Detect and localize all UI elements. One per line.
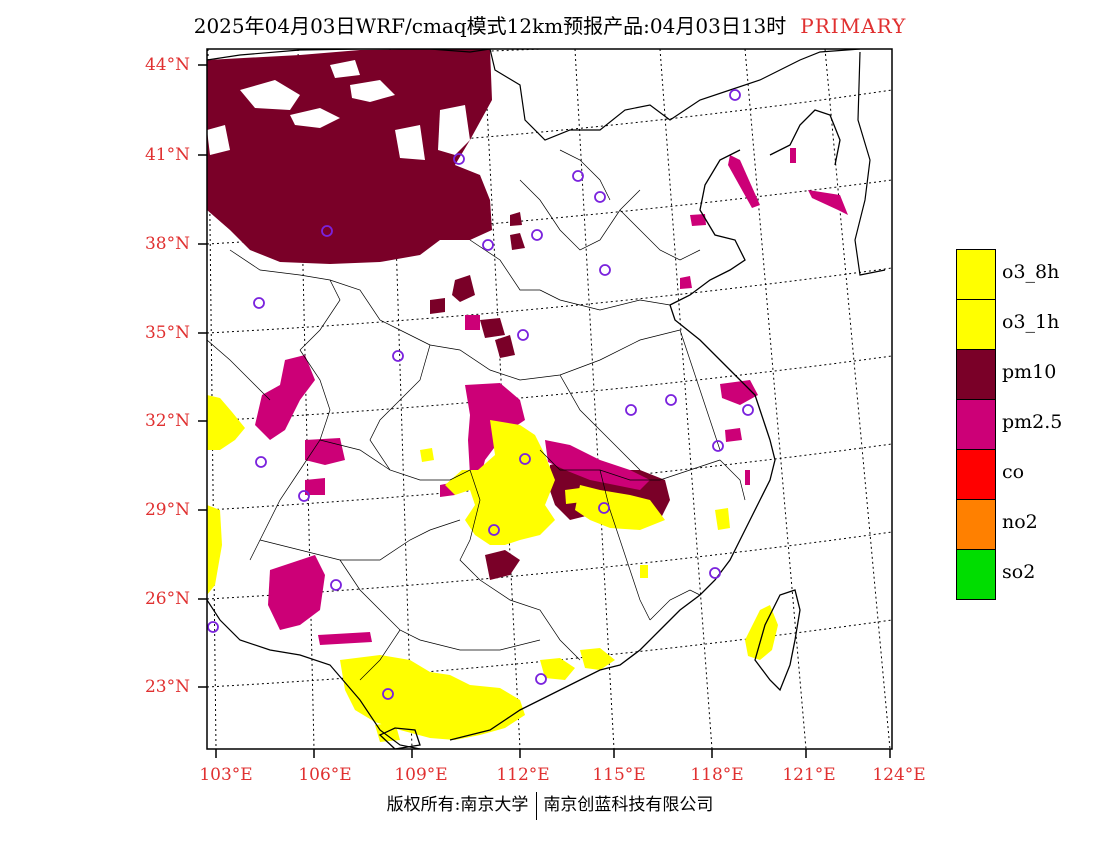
legend-label: no2 <box>1002 511 1038 533</box>
legend-item-pm25: pm2.5 <box>956 399 1096 450</box>
title-primary-tag: PRIMARY <box>800 14 907 38</box>
legend-label: pm2.5 <box>1002 411 1063 433</box>
legend-label: pm10 <box>1002 361 1057 383</box>
legend-label: o3_1h <box>1002 311 1060 333</box>
legend-item-so2: so2 <box>956 549 1096 600</box>
lat-label-32: 32°N <box>144 411 190 431</box>
legend-swatch <box>956 449 996 500</box>
legend: o3_8h o3_1h pm10 pm2.5 co no2 so2 <box>956 249 1096 600</box>
borders <box>207 49 886 749</box>
legend-item-o3-1h: o3_1h <box>956 299 1096 350</box>
pm25-regions <box>255 148 848 645</box>
title-main: 2025年04月03日WRF/cmaq模式12km预报产品:04月03日13时 <box>193 14 787 38</box>
copyright-right: 南京创蓝科技有限公司 <box>543 795 714 815</box>
legend-item-co: co <box>956 449 1096 500</box>
lon-label-121: 121°E <box>782 765 836 785</box>
legend-item-no2: no2 <box>956 499 1096 550</box>
copyright-left: 版权所有:南京大学 <box>386 795 529 815</box>
legend-swatch <box>956 349 996 400</box>
map-frame <box>206 48 893 750</box>
lat-label-41: 41°N <box>144 145 190 165</box>
lon-label-118: 118°E <box>690 765 744 785</box>
legend-label: o3_8h <box>1002 261 1060 283</box>
coastline <box>378 109 841 749</box>
legend-swatch <box>956 499 996 550</box>
legend-label: so2 <box>1002 561 1036 583</box>
legend-item-pm10: pm10 <box>956 349 1096 400</box>
lat-label-44: 44°N <box>144 55 190 75</box>
lat-label-23: 23°N <box>144 677 190 697</box>
lat-label-29: 29°N <box>144 500 190 520</box>
lon-label-115: 115°E <box>592 765 646 785</box>
legend-item-o3-8h: o3_8h <box>956 249 1096 300</box>
province-borders <box>207 149 746 681</box>
o3-regions <box>207 395 778 742</box>
axis-ticks <box>198 64 891 758</box>
lat-label-35: 35°N <box>144 323 190 343</box>
lon-label-109: 109°E <box>394 765 448 785</box>
lon-label-106: 106°E <box>298 765 352 785</box>
latitude-gridlines <box>207 49 892 688</box>
copyright: 版权所有:南京大学 南京创蓝科技有限公司 <box>0 790 1100 820</box>
lat-label-26: 26°N <box>144 589 190 609</box>
legend-swatch <box>956 249 996 300</box>
legend-swatch <box>956 549 996 600</box>
lon-label-103: 103°E <box>199 765 253 785</box>
map-title: 2025年04月03日WRF/cmaq模式12km预报产品:04月03日13时 P… <box>0 10 1100 39</box>
copyright-separator <box>536 791 538 820</box>
pm10-gaps <box>207 60 470 160</box>
legend-label: co <box>1002 461 1025 483</box>
station-markers <box>207 89 754 700</box>
lat-label-38: 38°N <box>144 234 190 254</box>
lon-label-124: 124°E <box>872 765 926 785</box>
lon-label-112: 112°E <box>496 765 550 785</box>
legend-swatch <box>956 399 996 450</box>
legend-swatch <box>956 299 996 350</box>
